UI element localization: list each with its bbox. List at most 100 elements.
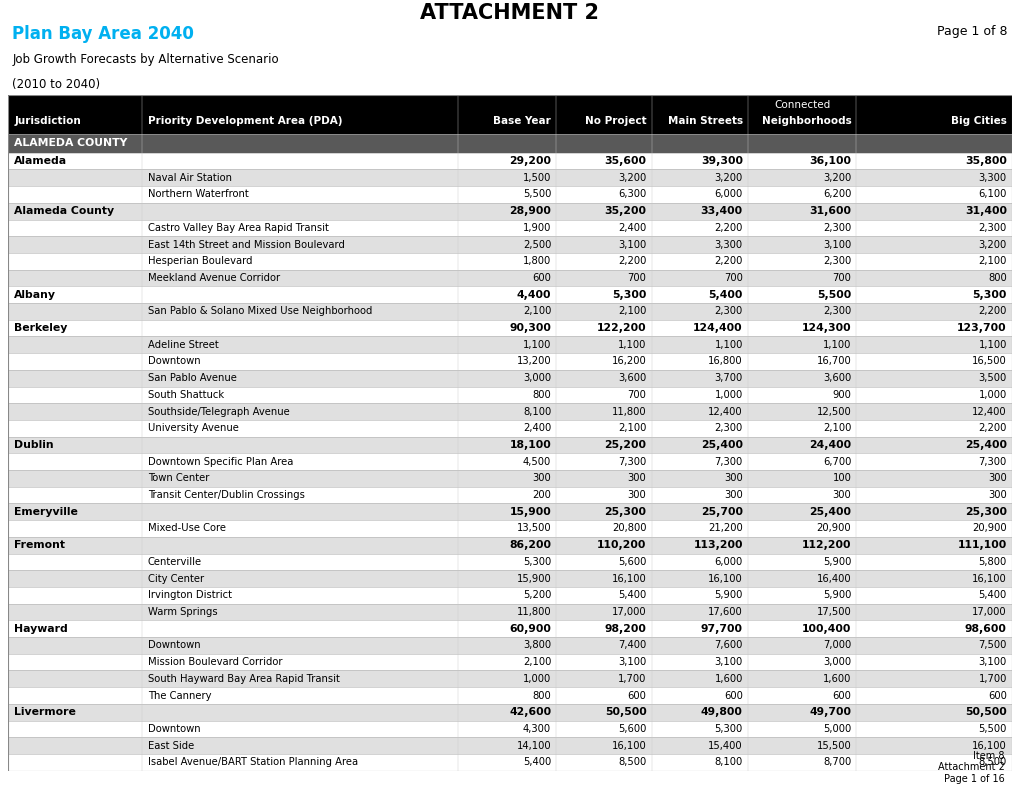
Text: 1,000: 1,000 <box>714 390 742 400</box>
Text: 100: 100 <box>832 474 851 483</box>
Text: 8,700: 8,700 <box>822 757 851 768</box>
Text: Alameda County: Alameda County <box>14 206 114 216</box>
Text: 300: 300 <box>987 490 1006 500</box>
Text: 5,300: 5,300 <box>611 290 646 299</box>
Bar <box>8 437 1011 453</box>
Bar <box>8 453 1011 470</box>
Text: 5,400: 5,400 <box>977 590 1006 600</box>
Text: Albany: Albany <box>14 290 56 299</box>
Text: 600: 600 <box>723 690 742 701</box>
Bar <box>8 754 1011 771</box>
Text: 1,700: 1,700 <box>977 674 1006 684</box>
Text: No Project: No Project <box>584 116 646 126</box>
Bar <box>8 487 1011 504</box>
Text: 800: 800 <box>532 690 550 701</box>
Text: 17,500: 17,500 <box>815 607 851 617</box>
Text: 25,300: 25,300 <box>964 507 1006 517</box>
Text: 2,100: 2,100 <box>523 657 550 667</box>
Text: 25,400: 25,400 <box>808 507 851 517</box>
Text: 98,600: 98,600 <box>964 623 1006 634</box>
Text: 3,500: 3,500 <box>977 374 1006 383</box>
Text: 50,500: 50,500 <box>964 707 1006 717</box>
Text: 35,800: 35,800 <box>964 156 1006 166</box>
Text: 6,700: 6,700 <box>822 457 851 466</box>
Text: 5,300: 5,300 <box>714 724 742 734</box>
Text: 600: 600 <box>832 690 851 701</box>
Text: 5,900: 5,900 <box>822 557 851 567</box>
Text: 12,500: 12,500 <box>815 407 851 417</box>
Text: 25,700: 25,700 <box>700 507 742 517</box>
Text: 800: 800 <box>532 390 550 400</box>
Text: 5,400: 5,400 <box>523 757 550 768</box>
Text: Main Streets: Main Streets <box>667 116 742 126</box>
Text: 5,000: 5,000 <box>822 724 851 734</box>
Text: 700: 700 <box>627 273 646 283</box>
Text: 300: 300 <box>723 474 742 483</box>
Text: 3,600: 3,600 <box>822 374 851 383</box>
Bar <box>8 220 1011 236</box>
Text: Hesperian Boulevard: Hesperian Boulevard <box>148 256 252 266</box>
Text: East 14th Street and Mission Boulevard: East 14th Street and Mission Boulevard <box>148 240 344 250</box>
Text: 5,300: 5,300 <box>523 557 550 567</box>
Bar <box>8 704 1011 720</box>
Bar <box>8 520 1011 537</box>
Text: 49,800: 49,800 <box>700 707 742 717</box>
Text: 3,600: 3,600 <box>618 374 646 383</box>
Text: 16,100: 16,100 <box>707 574 742 584</box>
Text: 2,300: 2,300 <box>714 307 742 316</box>
Text: 6,000: 6,000 <box>714 189 742 199</box>
Text: University Avenue: University Avenue <box>148 423 238 433</box>
Text: San Pablo & Solano Mixed Use Neighborhood: San Pablo & Solano Mixed Use Neighborhoo… <box>148 307 372 316</box>
Text: Alameda: Alameda <box>14 156 67 166</box>
Text: San Pablo Avenue: San Pablo Avenue <box>148 374 236 383</box>
Text: 2,200: 2,200 <box>618 256 646 266</box>
Text: Downtown: Downtown <box>148 641 200 650</box>
Text: 16,700: 16,700 <box>815 356 851 366</box>
Bar <box>8 286 1011 303</box>
Bar <box>8 303 1011 320</box>
Bar <box>8 134 1011 153</box>
Bar <box>8 95 1011 134</box>
Bar <box>8 420 1011 437</box>
Bar <box>8 387 1011 403</box>
Text: Job Growth Forecasts by Alternative Scenario: Job Growth Forecasts by Alternative Scen… <box>12 53 278 65</box>
Text: 15,400: 15,400 <box>707 741 742 751</box>
Text: South Hayward Bay Area Rapid Transit: South Hayward Bay Area Rapid Transit <box>148 674 339 684</box>
Bar <box>8 370 1011 387</box>
Text: Dublin: Dublin <box>14 440 54 450</box>
Text: 16,500: 16,500 <box>971 356 1006 366</box>
Text: Hayward: Hayward <box>14 623 68 634</box>
Text: 3,100: 3,100 <box>977 657 1006 667</box>
Text: 8,500: 8,500 <box>618 757 646 768</box>
Bar <box>8 553 1011 571</box>
Text: 1,500: 1,500 <box>523 173 550 183</box>
Bar <box>8 587 1011 604</box>
Text: 20,800: 20,800 <box>611 523 646 533</box>
Text: 6,200: 6,200 <box>822 189 851 199</box>
Bar <box>8 153 1011 169</box>
Text: 18,100: 18,100 <box>508 440 550 450</box>
Text: 15,500: 15,500 <box>815 741 851 751</box>
Text: 31,600: 31,600 <box>808 206 851 216</box>
Text: 5,900: 5,900 <box>822 590 851 600</box>
Text: 3,100: 3,100 <box>618 657 646 667</box>
Text: 2,400: 2,400 <box>523 423 550 433</box>
Bar <box>8 620 1011 637</box>
Text: 3,100: 3,100 <box>714 657 742 667</box>
Bar <box>8 654 1011 671</box>
Text: Mission Boulevard Corridor: Mission Boulevard Corridor <box>148 657 282 667</box>
Bar <box>8 186 1011 203</box>
Text: 7,500: 7,500 <box>977 641 1006 650</box>
Text: Priority Development Area (PDA): Priority Development Area (PDA) <box>148 116 341 126</box>
Text: 5,500: 5,500 <box>816 290 851 299</box>
Text: 31,400: 31,400 <box>964 206 1006 216</box>
Text: East Side: East Side <box>148 741 194 751</box>
Bar <box>8 336 1011 353</box>
Text: 16,100: 16,100 <box>611 574 646 584</box>
Text: 90,300: 90,300 <box>508 323 550 333</box>
Text: Connected: Connected <box>773 100 829 110</box>
Text: Downtown: Downtown <box>148 356 200 366</box>
Bar <box>8 738 1011 754</box>
Text: City Center: City Center <box>148 574 204 584</box>
Text: 28,900: 28,900 <box>508 206 550 216</box>
